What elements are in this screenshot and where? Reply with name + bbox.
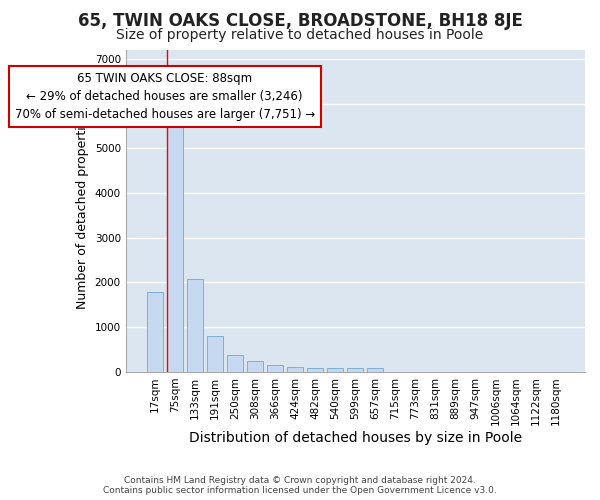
Bar: [247, 361, 263, 372]
Bar: [267, 364, 283, 372]
Y-axis label: Number of detached properties: Number of detached properties: [76, 112, 89, 310]
Text: 65, TWIN OAKS CLOSE, BROADSTONE, BH18 8JE: 65, TWIN OAKS CLOSE, BROADSTONE, BH18 8J…: [77, 12, 523, 30]
Bar: [347, 368, 364, 372]
Bar: [307, 368, 323, 372]
Bar: [287, 366, 303, 372]
X-axis label: Distribution of detached houses by size in Poole: Distribution of detached houses by size …: [189, 431, 522, 445]
Bar: [227, 356, 243, 372]
Bar: [327, 368, 343, 372]
Bar: [207, 336, 223, 372]
Bar: [367, 368, 383, 372]
Bar: [187, 279, 203, 372]
Text: Size of property relative to detached houses in Poole: Size of property relative to detached ho…: [116, 28, 484, 42]
Text: 65 TWIN OAKS CLOSE: 88sqm
← 29% of detached houses are smaller (3,246)
70% of se: 65 TWIN OAKS CLOSE: 88sqm ← 29% of detac…: [14, 72, 315, 122]
Text: Contains HM Land Registry data © Crown copyright and database right 2024.
Contai: Contains HM Land Registry data © Crown c…: [103, 476, 497, 495]
Bar: [167, 114, 183, 372]
Bar: [146, 292, 163, 372]
